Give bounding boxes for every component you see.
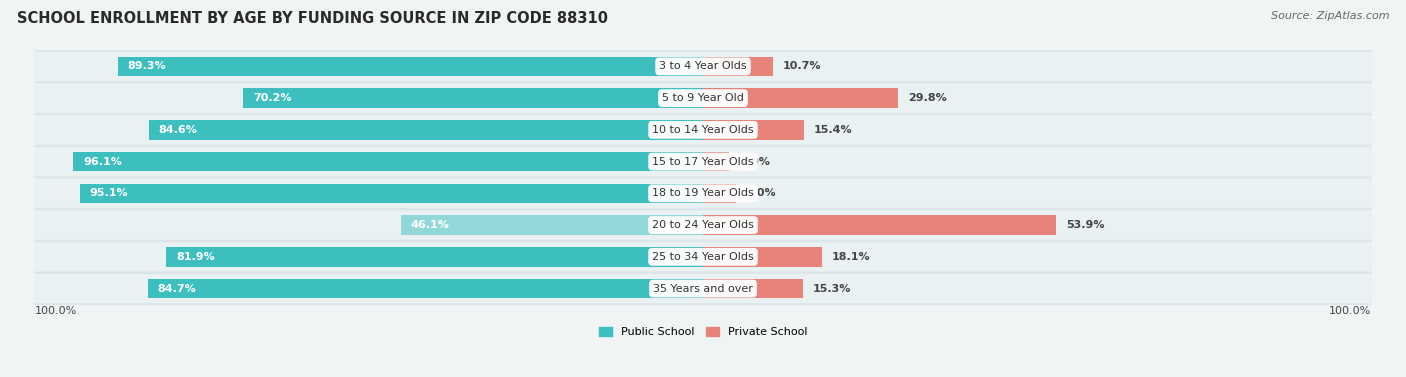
Text: 18 to 19 Year Olds: 18 to 19 Year Olds bbox=[652, 188, 754, 198]
FancyBboxPatch shape bbox=[35, 274, 1371, 303]
FancyBboxPatch shape bbox=[35, 82, 1371, 115]
FancyBboxPatch shape bbox=[35, 147, 1371, 176]
Bar bbox=[149, 120, 703, 140]
Bar bbox=[118, 57, 703, 76]
Bar bbox=[80, 184, 703, 203]
FancyBboxPatch shape bbox=[35, 179, 1371, 208]
Text: 89.3%: 89.3% bbox=[128, 61, 166, 71]
Text: SCHOOL ENROLLMENT BY AGE BY FUNDING SOURCE IN ZIP CODE 88310: SCHOOL ENROLLMENT BY AGE BY FUNDING SOUR… bbox=[17, 11, 607, 26]
Text: 15 to 17 Year Olds: 15 to 17 Year Olds bbox=[652, 156, 754, 167]
Text: 18.1%: 18.1% bbox=[831, 252, 870, 262]
Text: 20 to 24 Year Olds: 20 to 24 Year Olds bbox=[652, 220, 754, 230]
FancyBboxPatch shape bbox=[35, 272, 1371, 305]
FancyBboxPatch shape bbox=[35, 208, 1371, 242]
Text: 10 to 14 Year Olds: 10 to 14 Year Olds bbox=[652, 125, 754, 135]
Text: 4.0%: 4.0% bbox=[740, 156, 770, 167]
Text: 10.7%: 10.7% bbox=[783, 61, 821, 71]
FancyBboxPatch shape bbox=[35, 50, 1371, 83]
FancyBboxPatch shape bbox=[35, 52, 1371, 81]
FancyBboxPatch shape bbox=[35, 242, 1371, 271]
Text: 29.8%: 29.8% bbox=[908, 93, 946, 103]
Text: 100.0%: 100.0% bbox=[1329, 306, 1371, 316]
Bar bbox=[703, 247, 821, 267]
Text: 15.4%: 15.4% bbox=[814, 125, 852, 135]
Bar bbox=[703, 57, 773, 76]
Bar bbox=[166, 247, 703, 267]
FancyBboxPatch shape bbox=[35, 177, 1371, 210]
FancyBboxPatch shape bbox=[35, 84, 1371, 113]
Bar bbox=[703, 279, 803, 299]
Bar bbox=[148, 279, 703, 299]
Bar bbox=[703, 152, 730, 172]
FancyBboxPatch shape bbox=[35, 113, 1371, 146]
Bar bbox=[703, 120, 804, 140]
Text: 70.2%: 70.2% bbox=[253, 93, 291, 103]
Bar bbox=[703, 215, 1056, 235]
Bar bbox=[703, 184, 735, 203]
Text: 15.3%: 15.3% bbox=[813, 284, 852, 294]
Bar bbox=[243, 88, 703, 108]
FancyBboxPatch shape bbox=[35, 240, 1371, 273]
Text: Source: ZipAtlas.com: Source: ZipAtlas.com bbox=[1271, 11, 1389, 21]
Text: 46.1%: 46.1% bbox=[411, 220, 450, 230]
Legend: Public School, Private School: Public School, Private School bbox=[595, 322, 811, 342]
Text: 5.0%: 5.0% bbox=[745, 188, 776, 198]
Text: 96.1%: 96.1% bbox=[83, 156, 122, 167]
Text: 95.1%: 95.1% bbox=[90, 188, 128, 198]
FancyBboxPatch shape bbox=[35, 145, 1371, 178]
Bar bbox=[401, 215, 703, 235]
FancyBboxPatch shape bbox=[35, 115, 1371, 144]
Text: 100.0%: 100.0% bbox=[35, 306, 77, 316]
FancyBboxPatch shape bbox=[35, 210, 1371, 240]
Text: 35 Years and over: 35 Years and over bbox=[652, 284, 754, 294]
Text: 53.9%: 53.9% bbox=[1066, 220, 1105, 230]
Text: 81.9%: 81.9% bbox=[176, 252, 215, 262]
Text: 84.6%: 84.6% bbox=[159, 125, 197, 135]
Text: 25 to 34 Year Olds: 25 to 34 Year Olds bbox=[652, 252, 754, 262]
Text: 3 to 4 Year Olds: 3 to 4 Year Olds bbox=[659, 61, 747, 71]
Text: 5 to 9 Year Old: 5 to 9 Year Old bbox=[662, 93, 744, 103]
Text: 84.7%: 84.7% bbox=[157, 284, 197, 294]
Bar bbox=[73, 152, 703, 172]
Bar bbox=[703, 88, 898, 108]
